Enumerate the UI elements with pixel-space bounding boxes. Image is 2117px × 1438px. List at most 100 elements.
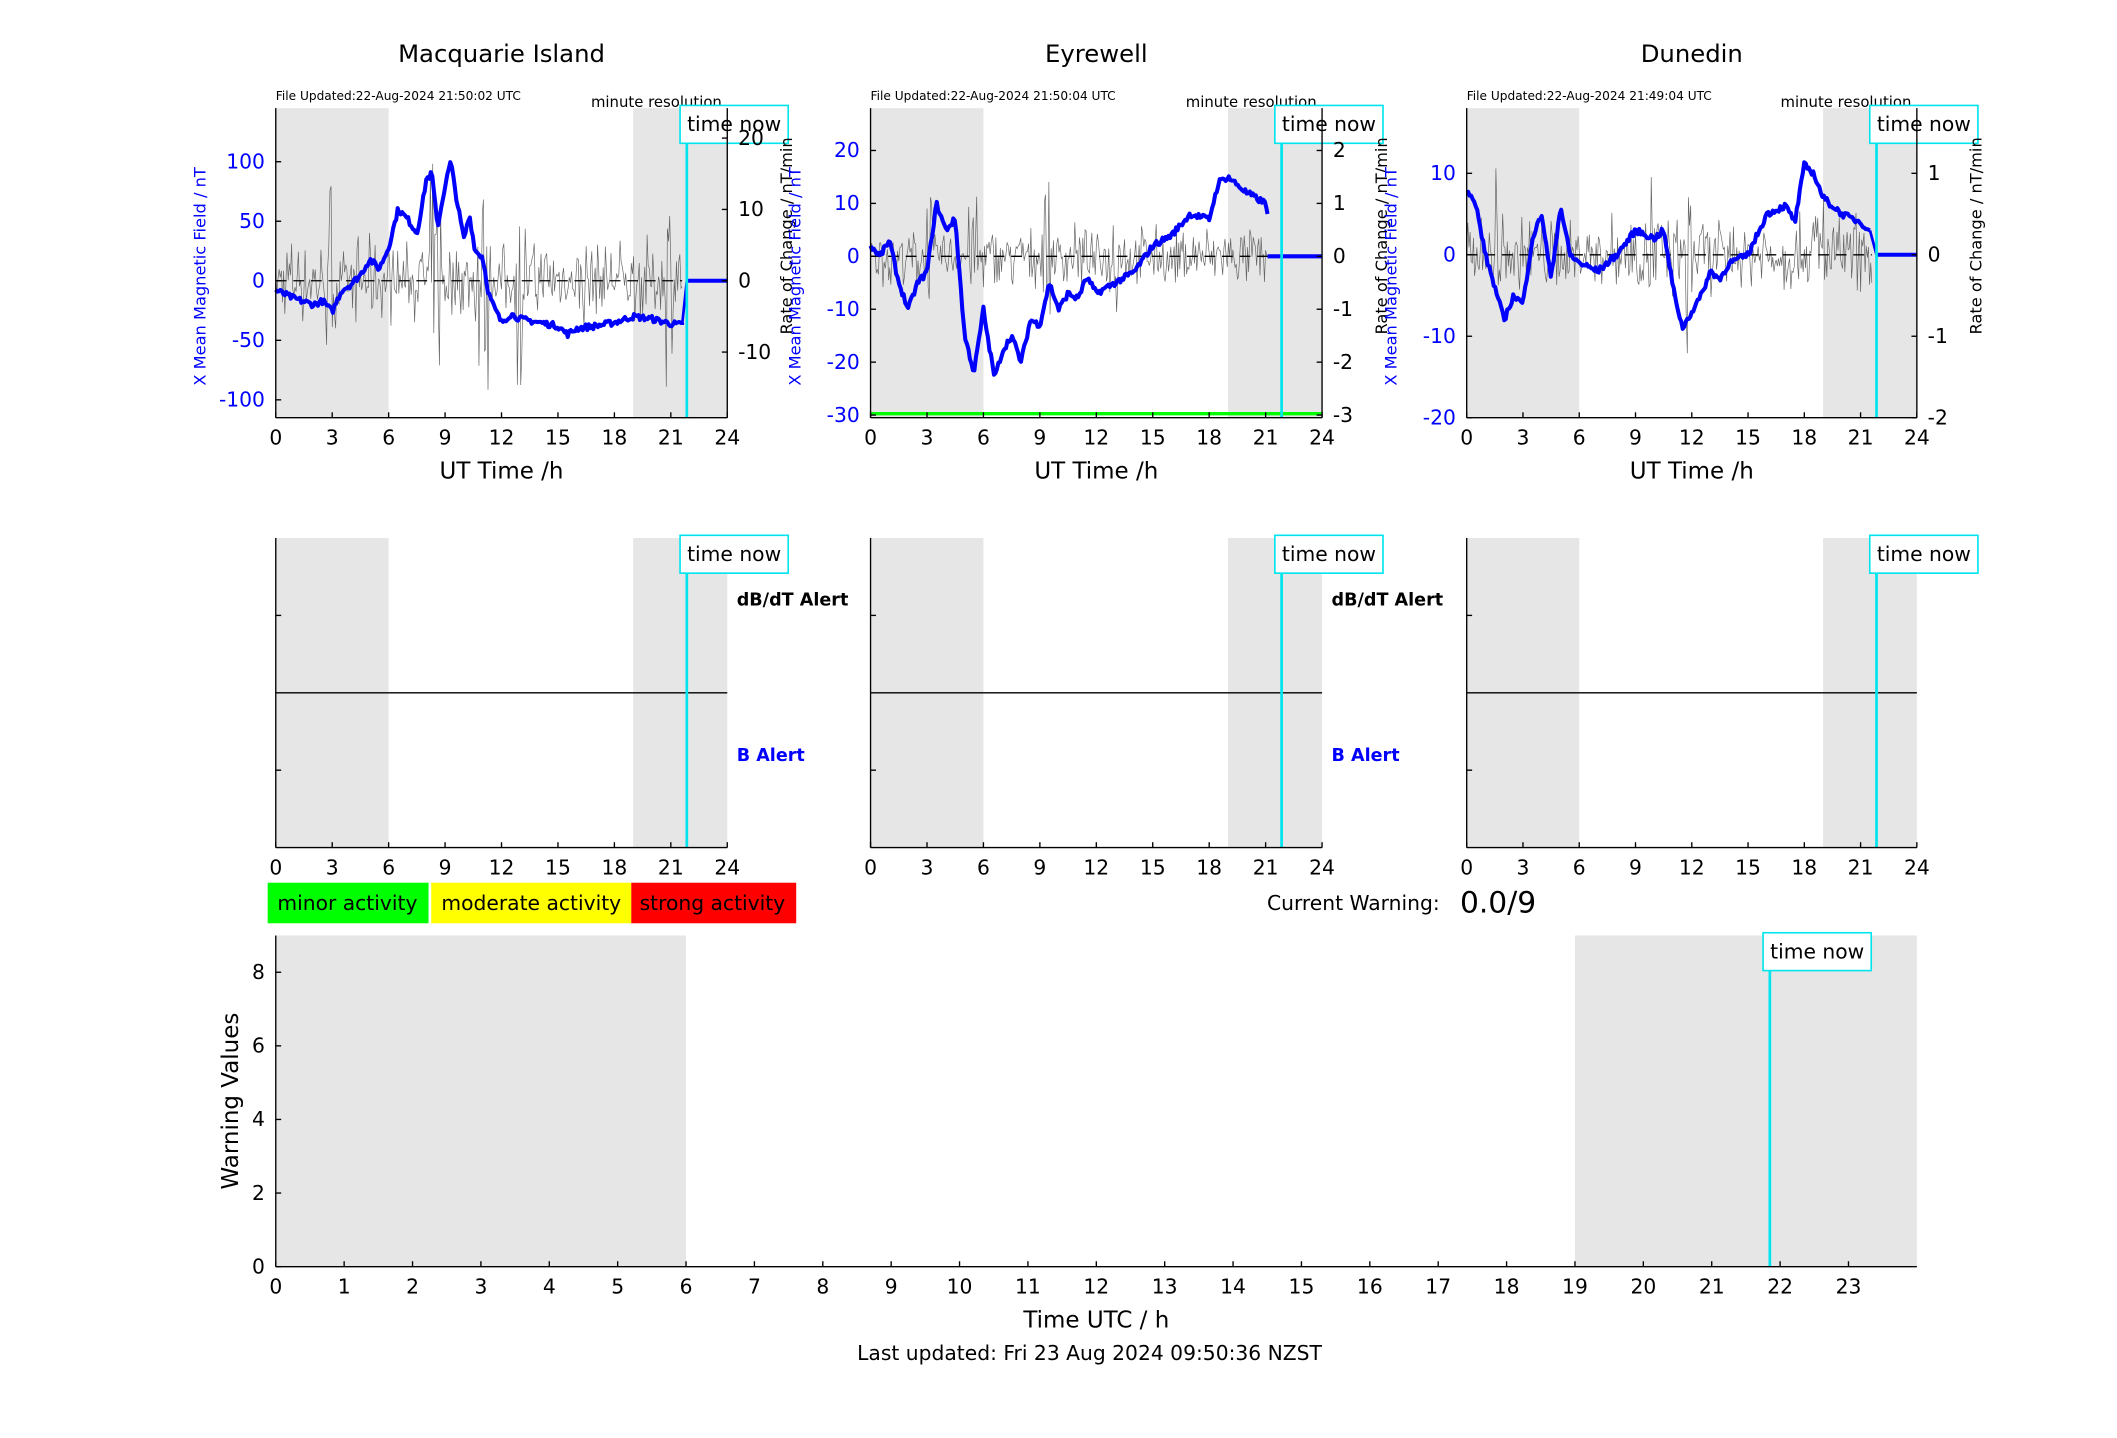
x-tick-label: 15 bbox=[1140, 426, 1166, 450]
x-tick-label: 21 bbox=[658, 856, 684, 880]
file-updated: File Updated:22-Aug-2024 21:50:02 UTC bbox=[276, 89, 521, 103]
rate-axis-label: Rate of Change / nT/min bbox=[1372, 137, 1391, 334]
y-tick-label: -100 bbox=[219, 388, 265, 412]
b-alert-label: B Alert bbox=[737, 746, 805, 766]
time-now-label: time now bbox=[1877, 112, 1971, 136]
y2-tick-label: 1 bbox=[1928, 161, 1941, 185]
time-now-label: time now bbox=[1770, 939, 1864, 963]
x-tick-label: 12 bbox=[1083, 426, 1109, 450]
x-tick-label: 6 bbox=[1573, 856, 1586, 880]
night-band bbox=[1823, 108, 1917, 418]
y-tick-label: 100 bbox=[226, 149, 265, 173]
y-tick-label: 10 bbox=[1430, 161, 1456, 185]
x-tick-label: 24 bbox=[1904, 426, 1930, 450]
x-tick-label: 21 bbox=[1848, 856, 1874, 880]
x-tick-label: 3 bbox=[474, 1275, 487, 1299]
legend-minor-label: minor activity bbox=[277, 891, 417, 915]
y2-tick-label: -10 bbox=[738, 340, 771, 364]
dbdt-alert-label: dB/dT Alert bbox=[1332, 591, 1444, 611]
y-tick-label: 2 bbox=[252, 1181, 265, 1205]
time-now-box bbox=[679, 534, 790, 574]
x-tick-label: 0 bbox=[269, 856, 282, 880]
y-tick-label: 10 bbox=[834, 191, 860, 215]
x-tick-label: 0 bbox=[1460, 856, 1473, 880]
x-tick-label: 24 bbox=[1309, 856, 1335, 880]
x-tick-label: 10 bbox=[947, 1275, 973, 1299]
panel-title: Eyrewell bbox=[1045, 39, 1148, 68]
y-tick-label: 0 bbox=[252, 269, 265, 293]
x-tick-label: 8 bbox=[816, 1275, 829, 1299]
x-tick-label: 18 bbox=[1791, 856, 1817, 880]
last-updated: Last updated: Fri 23 Aug 2024 09:50:36 N… bbox=[857, 1341, 1322, 1365]
x-tick-label: 2 bbox=[406, 1275, 419, 1299]
x-tick-label: 17 bbox=[1425, 1275, 1451, 1299]
x-tick-label: 3 bbox=[921, 426, 934, 450]
field-axis-label: X Mean Magnetic Field / nT bbox=[190, 167, 209, 386]
x-tick-label: 3 bbox=[326, 426, 339, 450]
x-tick-label: 18 bbox=[1196, 426, 1222, 450]
time-now-box bbox=[679, 104, 790, 145]
x-tick-label: 24 bbox=[1309, 426, 1335, 450]
x-tick-label: 23 bbox=[1836, 1275, 1862, 1299]
panel-title: Macquarie Island bbox=[398, 39, 605, 68]
x-tick-label: 22 bbox=[1767, 1275, 1793, 1299]
x-tick-label: 20 bbox=[1630, 1275, 1656, 1299]
x-tick-label: 6 bbox=[1573, 426, 1586, 450]
activity-legend: minor activity moderate activity strong … bbox=[267, 882, 797, 924]
x-tick-label: 12 bbox=[489, 856, 515, 880]
x-tick-label: 15 bbox=[1289, 1275, 1315, 1299]
y2-tick-label: 2 bbox=[1333, 138, 1346, 162]
x-tick-label: 12 bbox=[1679, 856, 1705, 880]
time-now-box bbox=[1274, 104, 1384, 145]
x-tick-label: 7 bbox=[748, 1275, 761, 1299]
y-axis-label: Warning Values bbox=[218, 1013, 244, 1190]
x-tick-label: 12 bbox=[1679, 426, 1705, 450]
rate-axis-label: Rate of Change / nT/min bbox=[777, 137, 796, 334]
time-now-label: time now bbox=[1877, 542, 1971, 566]
x-tick-label: 24 bbox=[714, 426, 740, 450]
x-tick-label: 9 bbox=[1033, 426, 1046, 450]
y2-tick-label: 20 bbox=[738, 126, 764, 150]
night-band bbox=[1227, 108, 1323, 418]
x-tick-label: 0 bbox=[269, 1275, 282, 1299]
y-tick-label: 6 bbox=[252, 1034, 265, 1058]
x-tick-label: 15 bbox=[1735, 426, 1761, 450]
y2-tick-label: -1 bbox=[1928, 324, 1948, 348]
night-band bbox=[275, 935, 687, 1267]
x-tick-label: 18 bbox=[1196, 856, 1222, 880]
time-now-label: time now bbox=[687, 112, 781, 136]
x-tick-label: 15 bbox=[545, 426, 571, 450]
x-tick-label: 1 bbox=[338, 1275, 351, 1299]
x-tick-label: 12 bbox=[1083, 856, 1109, 880]
x-tick-label: 5 bbox=[611, 1275, 624, 1299]
y2-tick-label: 0 bbox=[1333, 244, 1346, 268]
x-tick-label: 0 bbox=[1460, 426, 1473, 450]
legend-minor-swatch bbox=[267, 882, 429, 924]
x-tick-label: 3 bbox=[326, 856, 339, 880]
y-tick-label: -10 bbox=[1423, 324, 1456, 348]
magnetic-field-line bbox=[868, 174, 1270, 377]
legend-moderate-swatch bbox=[431, 882, 632, 924]
legend-moderate-label: moderate activity bbox=[441, 891, 621, 915]
y-tick-label: 50 bbox=[239, 209, 265, 233]
rate-axis-label: Rate of Change / nT/min bbox=[1967, 137, 1986, 334]
legend-strong-label: strong activity bbox=[640, 891, 786, 915]
file-updated: File Updated:22-Aug-2024 21:49:04 UTC bbox=[1467, 89, 1712, 103]
y2-tick-label: -1 bbox=[1333, 297, 1353, 321]
x-tick-label: 21 bbox=[1699, 1275, 1725, 1299]
current-warning-label: Current Warning: bbox=[1267, 891, 1440, 915]
b-alert-label: B Alert bbox=[1332, 746, 1400, 766]
y-tick-label: 0 bbox=[252, 1254, 265, 1278]
x-tick-label: 6 bbox=[382, 426, 395, 450]
x-tick-label: 3 bbox=[1517, 856, 1530, 880]
time-now-box bbox=[1274, 534, 1384, 574]
y2-tick-label: 1 bbox=[1333, 191, 1346, 215]
magnetic-field-line bbox=[1465, 160, 1871, 331]
panel-4: time now 0 3 6 9 12 15 18 21 24 dB/dT Alert B Alert bbox=[269, 534, 848, 880]
x-tick-label: 0 bbox=[864, 856, 877, 880]
panel-3: Dunedin File Updated:22-Aug-2024 21:49:04… bbox=[1381, 39, 1985, 484]
x-tick-label: 6 bbox=[977, 426, 990, 450]
